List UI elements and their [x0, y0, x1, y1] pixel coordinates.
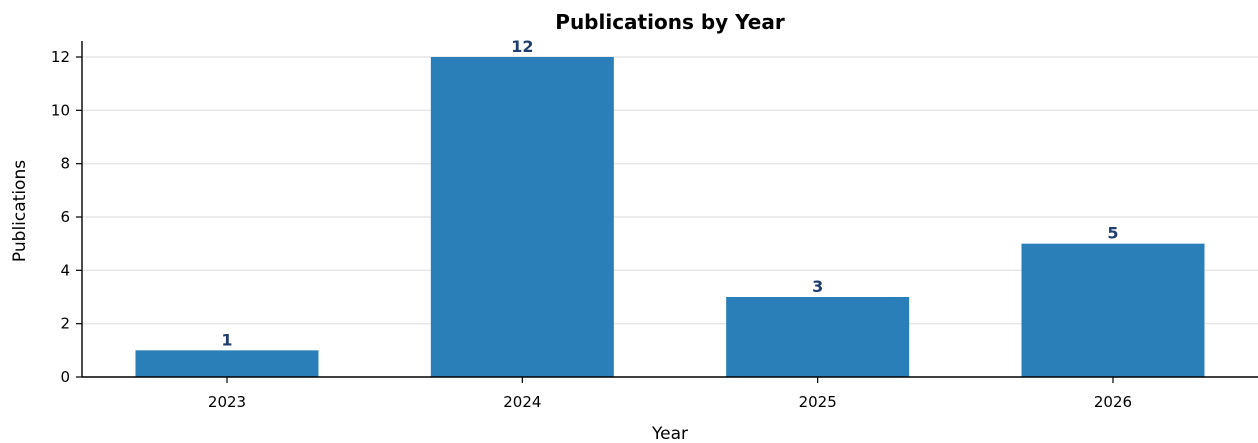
bars — [135, 57, 1205, 377]
x-tick-label-2023: 2023 — [208, 393, 246, 411]
y-tick-label: 0 — [60, 368, 70, 386]
chart-title: Publications by Year — [555, 10, 785, 34]
y-tick-label: 12 — [51, 48, 70, 66]
y-axis-label: Publications — [10, 160, 30, 262]
bar-2025 — [726, 297, 910, 377]
x-ticks: 2023 2024 2025 2026 — [208, 377, 1132, 411]
y-tick-label: 4 — [60, 261, 70, 279]
y-tick-label: 6 — [60, 208, 70, 226]
data-label-2024: 12 — [511, 37, 533, 56]
y-tick-label: 8 — [60, 155, 70, 173]
data-label-2023: 1 — [221, 330, 232, 349]
y-ticks: 0 2 4 6 8 10 12 — [51, 48, 82, 386]
x-axis-label: Year — [651, 424, 688, 443]
data-labels: 1 12 3 5 — [221, 37, 1118, 349]
x-tick-label-2024: 2024 — [503, 393, 541, 411]
bar-2023 — [135, 350, 319, 377]
bar-2024 — [430, 57, 614, 377]
y-tick-label: 2 — [60, 315, 70, 333]
data-label-2026: 5 — [1107, 224, 1118, 243]
data-label-2025: 3 — [812, 277, 823, 296]
x-tick-label-2025: 2025 — [799, 393, 837, 411]
bar-2026 — [1021, 243, 1205, 377]
x-tick-label-2026: 2026 — [1094, 393, 1132, 411]
y-tick-label: 10 — [51, 101, 70, 119]
